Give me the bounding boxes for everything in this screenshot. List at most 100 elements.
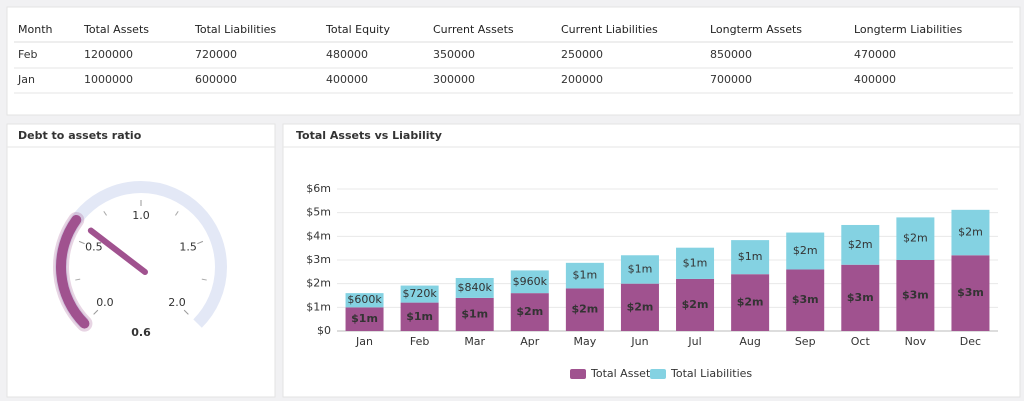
gauge-value-arc	[56, 214, 90, 329]
bar-value-label: $3m	[902, 289, 929, 302]
bar-value-label: $1m	[738, 250, 763, 263]
table-cell: 480000	[326, 48, 368, 61]
gauge-needle	[87, 227, 148, 275]
gauge-tick	[183, 309, 189, 315]
table-cell: 1000000	[84, 73, 133, 86]
gauge-tick-label: 2.0	[168, 296, 186, 309]
y-tick-label: $4m	[306, 229, 331, 242]
gauge-tick	[197, 240, 204, 245]
legend-swatch	[650, 369, 666, 379]
bar-segment	[951, 209, 990, 256]
gauge-tick-label: 1.0	[132, 209, 150, 222]
table-cell: 200000	[561, 73, 603, 86]
bar-value-label: $2m	[627, 300, 654, 313]
bar-segment	[841, 264, 880, 331]
bar-title: Total Assets vs Liability	[296, 129, 442, 142]
x-tick-label: May	[574, 335, 597, 348]
table-header: Month	[18, 23, 53, 36]
y-tick-label: $2m	[306, 277, 331, 290]
y-tick-label: $0	[317, 324, 331, 337]
bar-value-label: $960k	[513, 275, 548, 288]
table-cell: 250000	[561, 48, 603, 61]
legend-swatch	[570, 369, 586, 379]
y-tick-label: $3m	[306, 253, 331, 266]
bar-segment	[676, 278, 715, 331]
bar-value-label: $2m	[903, 232, 928, 245]
bar-segment	[951, 255, 990, 331]
table-card	[6, 6, 1021, 116]
x-tick-label: Aug	[739, 335, 760, 348]
gauge-minor-tick	[201, 278, 207, 281]
bar-value-label: $2m	[682, 298, 709, 311]
x-tick-label: Apr	[520, 335, 540, 348]
bar-segment	[455, 277, 494, 298]
table-cell: 700000	[710, 73, 752, 86]
bar-value-label: $2m	[793, 244, 818, 257]
table-cell: 720000	[195, 48, 237, 61]
table-cell: 600000	[195, 73, 237, 86]
gauge-tick-label: 1.5	[179, 240, 197, 253]
bar-segment	[565, 288, 604, 331]
x-tick-label: Dec	[960, 335, 981, 348]
bar-segment	[731, 240, 770, 275]
table-cell: 1200000	[84, 48, 133, 61]
bar-segment	[620, 283, 659, 331]
bar-value-label: $840k	[458, 281, 493, 294]
gauge-value: 0.6	[131, 326, 151, 339]
bar-segment	[455, 297, 494, 331]
bar-segment	[841, 224, 880, 265]
x-tick-label: Mar	[464, 335, 485, 348]
bar-segment	[731, 274, 770, 331]
bar-value-label: $2m	[516, 305, 543, 318]
y-tick-label: $1m	[306, 300, 331, 313]
bar-value-label: $1m	[461, 307, 488, 320]
bar-segment	[400, 285, 439, 303]
bar-value-label: $1m	[573, 269, 598, 282]
bar-segment	[345, 307, 384, 331]
bar-segment	[565, 262, 604, 289]
bar-value-label: $2m	[848, 238, 873, 251]
bar-value-label: $2m	[571, 303, 598, 316]
table-cell: 400000	[326, 73, 368, 86]
table-cell: 850000	[710, 48, 752, 61]
table-header: Total Liabilities	[194, 23, 276, 36]
gauge-minor-tick	[103, 211, 107, 216]
bar-segment	[510, 270, 549, 294]
bar-value-label: $2m	[958, 226, 983, 239]
bar-value-label: $3m	[957, 286, 984, 299]
legend-label: Total Liabilities	[670, 367, 752, 380]
gauge-title: Debt to assets ratio	[18, 129, 142, 142]
bar-value-label: $3m	[792, 293, 819, 306]
x-tick-label: Jun	[630, 335, 648, 348]
bar-value-label: $3m	[847, 291, 874, 304]
bar-value-label: $2m	[737, 296, 764, 309]
x-tick-label: Feb	[410, 335, 429, 348]
table-cell: 300000	[433, 73, 475, 86]
bar-value-label: $720k	[402, 287, 437, 300]
bar-value-label: $1m	[351, 312, 378, 325]
bar-value-label: $600k	[347, 293, 382, 306]
gauge-minor-tick	[175, 211, 179, 216]
table-cell: 400000	[854, 73, 896, 86]
gauge-tick	[93, 309, 99, 315]
table-header: Total Equity	[325, 23, 390, 36]
table-cell: Jan	[17, 73, 35, 86]
table-cell: 350000	[433, 48, 475, 61]
gauge-tick	[78, 240, 85, 245]
gauge-card	[6, 123, 276, 398]
gauge-tick-label: 0.5	[85, 240, 103, 253]
x-tick-label: Jan	[355, 335, 373, 348]
gauge-minor-tick	[75, 278, 81, 281]
bar-segment	[676, 247, 715, 279]
table-header: Total Assets	[83, 23, 149, 36]
y-tick-label: $6m	[306, 182, 331, 195]
x-tick-label: Oct	[851, 335, 871, 348]
table-header: Current Assets	[433, 23, 514, 36]
table-cell: 470000	[854, 48, 896, 61]
bar-segment	[786, 269, 825, 331]
bar-segment	[786, 232, 825, 270]
bar-value-label: $1m	[683, 256, 708, 269]
x-tick-label: Sep	[795, 335, 816, 348]
bar-segment	[620, 255, 659, 284]
